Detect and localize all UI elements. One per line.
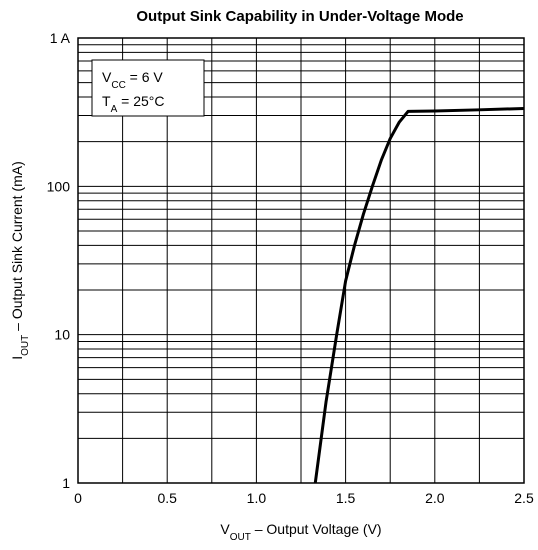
label-part: OUT	[20, 335, 31, 356]
y-axis-label: IOUT – Output Sink Current (mA)	[9, 161, 31, 360]
x-tick-label: 0.5	[157, 490, 177, 506]
x-axis-label: VOUT – Output Voltage (V)	[220, 521, 381, 543]
chart-title: Output Sink Capability in Under-Voltage …	[136, 8, 463, 25]
annotation: TA = 25°C	[102, 93, 164, 115]
x-tick-label: 1.5	[336, 490, 356, 506]
label-part: – Output Sink Current (mA)	[9, 161, 25, 335]
x-tick-label: 2.5	[514, 490, 534, 506]
label-part: V	[102, 69, 112, 85]
x-tick-label: 0	[74, 490, 82, 506]
annotation: VCC = 6 V	[102, 69, 163, 91]
label-part: T	[102, 93, 111, 109]
y-tick-label: 1	[62, 475, 70, 491]
label-part: = 6 V	[126, 69, 164, 85]
label-part: A	[111, 104, 118, 115]
label-part: I	[9, 356, 25, 360]
x-tick-label: 2.0	[425, 490, 445, 506]
label-part: – Output Voltage (V)	[251, 521, 382, 537]
label-part: OUT	[230, 532, 251, 543]
label-part: V	[220, 521, 230, 537]
y-tick-label: 10	[54, 327, 70, 343]
label-part: = 25°C	[117, 93, 164, 109]
y-tick-label: 1 A	[50, 30, 71, 46]
x-tick-label: 1.0	[247, 490, 267, 506]
data-line	[313, 106, 525, 484]
y-tick-label: 100	[47, 178, 71, 194]
annotation-box	[91, 59, 205, 117]
label-part: CC	[111, 80, 125, 91]
